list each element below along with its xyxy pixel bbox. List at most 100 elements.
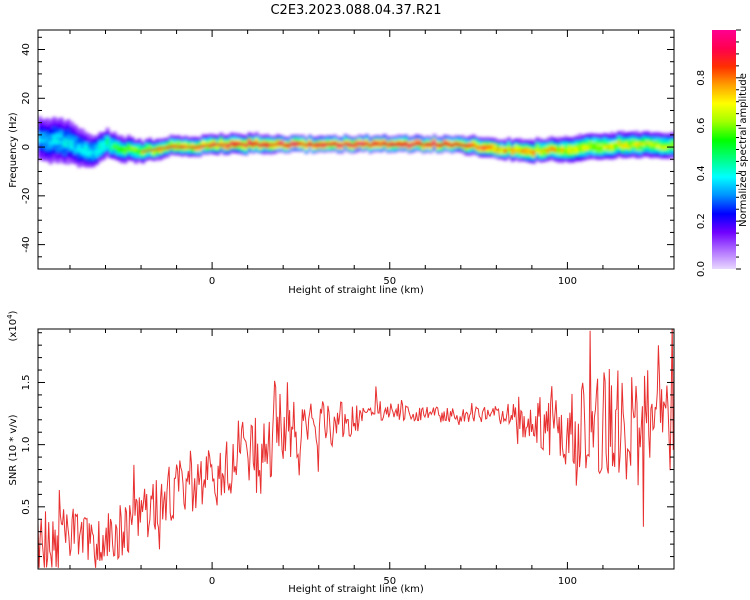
heatmap-cell [361,147,366,150]
heatmap-cell [674,146,678,149]
heatmap-cell [606,149,611,152]
heatmap-cell [119,141,124,144]
heatmap-cell [670,134,674,137]
heatmap-cell [126,140,131,144]
heatmap-cell [126,142,131,146]
heatmap-cell [567,156,572,160]
heatmap-cell [176,143,181,146]
heatmap-cell [148,153,153,156]
heatmap-cell [48,128,53,132]
heatmap-cell [649,153,654,157]
heatmap-cell [268,149,274,153]
heatmap-cell [524,159,529,162]
heatmap-cell [528,146,533,150]
heatmap-cell [290,135,295,138]
heatmap-cell [84,147,89,150]
heatmap-cell [535,137,540,140]
heatmap-cell [595,137,600,141]
heatmap-cell [546,143,551,146]
heatmap-cell [524,149,529,153]
heatmap-cell [528,160,533,163]
heatmap-cell [489,153,494,156]
heatmap-cell [304,149,309,152]
heatmap-cell [517,137,522,141]
heatmap-cell [652,151,657,155]
y-tick-label: -40 [21,236,32,252]
heatmap-cell [507,156,512,160]
heatmap-cell [553,147,558,150]
heatmap-cell [169,140,174,144]
heatmap-cell [361,137,366,141]
heatmap-cell [343,146,348,149]
heatmap-cell [638,156,643,159]
heatmap-cell [478,148,483,152]
heatmap-cell [254,133,259,137]
heatmap-cell [602,135,608,138]
heatmap-cell [396,134,402,138]
heatmap-cell [66,144,71,148]
heatmap-cell [201,149,206,153]
heatmap-cell [91,145,96,148]
heatmap-cell [485,145,490,148]
heatmap-cell [52,153,57,157]
heatmap-cell [283,138,288,142]
heatmap-cell [41,156,46,160]
heatmap-cell [84,141,89,145]
heatmap-cell [613,144,618,148]
heatmap-cell [66,127,71,130]
heatmap-cell [325,137,330,141]
heatmap-cell [48,126,53,130]
heatmap-cell [91,147,96,150]
heatmap-cell [41,154,46,158]
heatmap-cell [215,136,220,140]
heatmap-cell [112,137,117,141]
heatmap-cell [162,138,167,141]
heatmap-cell [613,146,618,150]
heatmap-cell [347,145,352,149]
heatmap-cell [318,135,323,139]
heatmap-cell [510,159,515,162]
heatmap-cell [112,143,117,146]
heatmap-cell [460,139,465,142]
heatmap-cell [130,137,135,140]
heatmap-cell [84,137,89,141]
heatmap-cell [357,148,362,152]
heatmap-cell [403,144,409,148]
heatmap-cell [165,150,171,154]
heatmap-cell [244,140,249,144]
heatmap-cell [329,135,334,139]
heatmap-cell [66,156,71,159]
heatmap-cell [62,126,68,130]
heatmap-cell [84,149,89,152]
heatmap-cell [634,142,640,145]
heatmap-cell [553,153,558,156]
heatmap-cell [485,141,490,144]
heatmap-cell [371,147,377,151]
heatmap-cell [499,143,505,147]
heatmap-cell [297,148,302,152]
heatmap-cell [521,143,526,146]
heatmap-cell [674,136,678,139]
heatmap-cell [332,138,338,142]
heatmap-cell [563,145,568,149]
heatmap-cell [524,147,529,151]
heatmap-cell [389,138,394,141]
heatmap-cell [293,146,298,150]
heatmap-cell [176,148,181,152]
heatmap-cell [645,140,650,144]
heatmap-cell [73,152,78,155]
heatmap-cell [112,155,117,158]
heatmap-cell [244,144,249,148]
heatmap-cell [133,155,139,159]
heatmap-cell [471,150,476,154]
heatmap-cell [656,149,661,153]
heatmap-cell [514,154,519,157]
heatmap-cell [52,146,57,149]
heatmap-cell [524,143,529,147]
heatmap-cell [169,142,174,145]
heatmap-cell [62,144,68,147]
heatmap-cell [208,149,213,152]
heatmap-cell [45,141,50,145]
heatmap-cell [297,140,302,144]
heatmap-cell [151,152,156,156]
